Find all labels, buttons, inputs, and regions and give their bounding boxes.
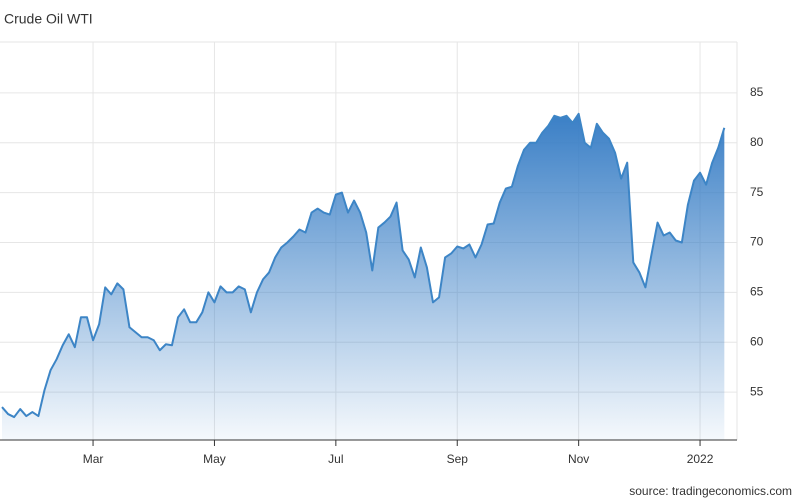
area xyxy=(2,113,725,440)
chart-title: Crude Oil WTI xyxy=(4,11,93,27)
y-tick-label: 80 xyxy=(750,135,764,149)
x-tick-label: 2022 xyxy=(687,452,714,466)
y-tick-label: 75 xyxy=(750,185,764,199)
axes: 55 60 65 70 75 80 85 Mar May Jul Sep Nov 2022 xyxy=(0,85,764,466)
x-tick-label: May xyxy=(203,452,226,466)
y-tick-label: 60 xyxy=(750,334,764,348)
y-tick-label: 85 xyxy=(750,85,764,99)
x-tick-label: Sep xyxy=(447,452,469,466)
y-tick-label: 55 xyxy=(750,384,764,398)
x-tick-label: Mar xyxy=(83,452,104,466)
x-tick-label: Nov xyxy=(568,452,589,466)
y-tick-label: 65 xyxy=(750,285,764,299)
y-tick-label: 70 xyxy=(750,235,764,249)
x-tick-label: Jul xyxy=(328,452,343,466)
line xyxy=(1,112,726,419)
plot xyxy=(1,112,726,440)
source: source: tradingeconomics.com xyxy=(629,484,792,498)
